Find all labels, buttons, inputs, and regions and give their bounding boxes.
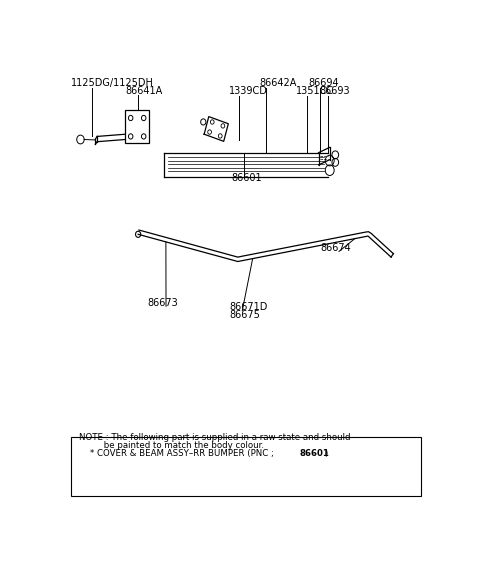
Text: 1351CC: 1351CC: [296, 86, 335, 96]
Text: 86694: 86694: [309, 78, 339, 88]
Text: 86642A: 86642A: [259, 78, 296, 88]
Text: 86671D: 86671D: [229, 302, 268, 312]
Text: 86674: 86674: [321, 243, 351, 253]
Bar: [71, 437, 421, 496]
Text: 86675: 86675: [229, 310, 260, 320]
Text: 86673: 86673: [147, 298, 178, 308]
Text: 86601: 86601: [231, 173, 262, 182]
Text: NOTE : The following part is supplied in a raw state and should: NOTE : The following part is supplied in…: [79, 433, 350, 442]
Text: 86601: 86601: [300, 449, 329, 458]
Text: ): ): [324, 449, 327, 458]
Text: * COVER & BEAM ASSY–RR BUMPER (PNC ;: * COVER & BEAM ASSY–RR BUMPER (PNC ;: [79, 449, 276, 458]
Text: 86693: 86693: [320, 86, 350, 96]
Text: 1125DG/1125DH: 1125DG/1125DH: [71, 78, 154, 88]
Text: 1339CD: 1339CD: [229, 86, 268, 96]
Text: be painted to match the body colour.: be painted to match the body colour.: [79, 441, 264, 450]
Text: 86641A: 86641A: [125, 86, 162, 96]
Bar: [125, 110, 149, 143]
